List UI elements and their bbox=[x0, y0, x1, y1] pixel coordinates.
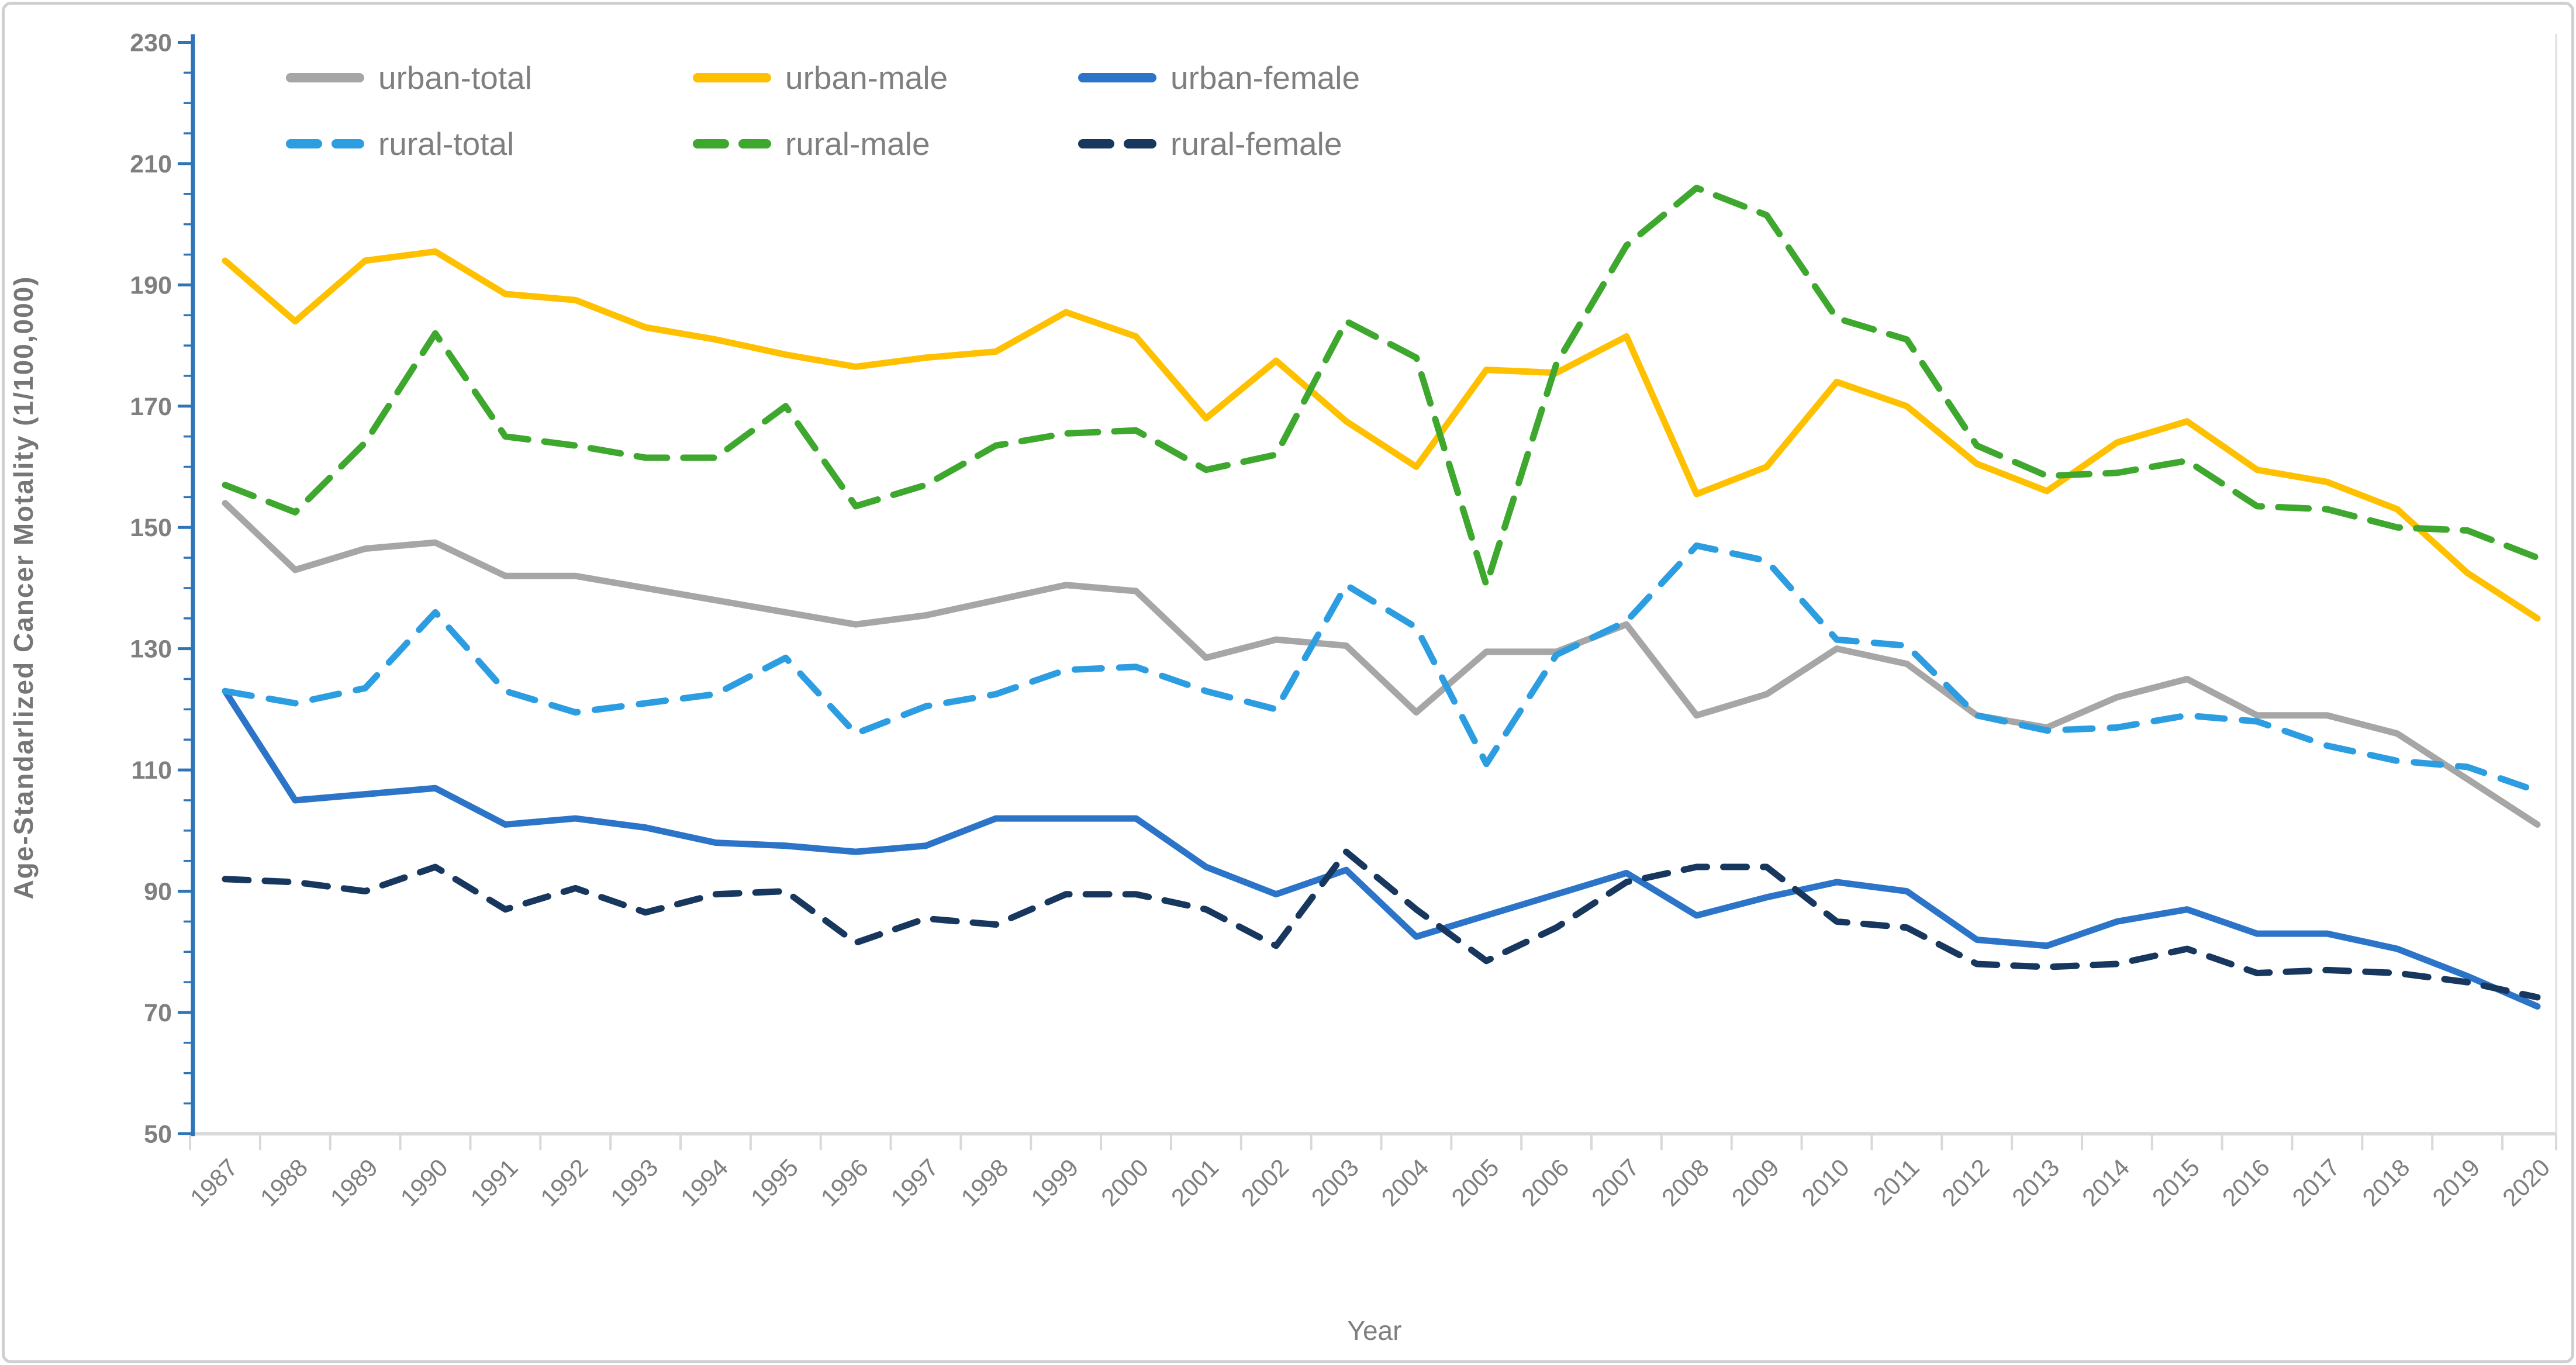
series-urban-male bbox=[222, 248, 2541, 622]
legend-label-rural-female: rural-female bbox=[1170, 126, 1342, 162]
legend-label-rural-total: rural-total bbox=[378, 126, 514, 162]
series-rural-female bbox=[222, 848, 2541, 1001]
series-urban-total bbox=[222, 500, 2541, 828]
y-tick-label: 130 bbox=[130, 635, 172, 664]
y-tick-label: 90 bbox=[144, 878, 172, 906]
y-tick-label: 190 bbox=[130, 271, 172, 299]
legend-label-urban-female: urban-female bbox=[1170, 60, 1360, 96]
y-tick-label: 70 bbox=[144, 999, 172, 1027]
y-tick-label: 170 bbox=[130, 393, 172, 421]
series-rural-male bbox=[222, 184, 2541, 589]
y-tick-label: 50 bbox=[144, 1120, 172, 1148]
y-axis-title: Age-Standarlized Cancer Motality (1/100,… bbox=[8, 275, 39, 899]
y-tick-label: 230 bbox=[130, 29, 172, 57]
y-tick-label: 150 bbox=[130, 514, 172, 542]
legend-label-rural-male: rural-male bbox=[785, 126, 930, 162]
series-urban-female bbox=[222, 687, 2541, 1010]
y-tick-label: 210 bbox=[130, 150, 172, 178]
legend-label-urban-total: urban-total bbox=[378, 60, 532, 96]
series-rural-total bbox=[222, 542, 2541, 794]
x-axis-title: Year bbox=[1348, 1315, 1402, 1346]
legend-label-urban-male: urban-male bbox=[785, 60, 948, 96]
y-tick-label: 110 bbox=[132, 756, 172, 785]
